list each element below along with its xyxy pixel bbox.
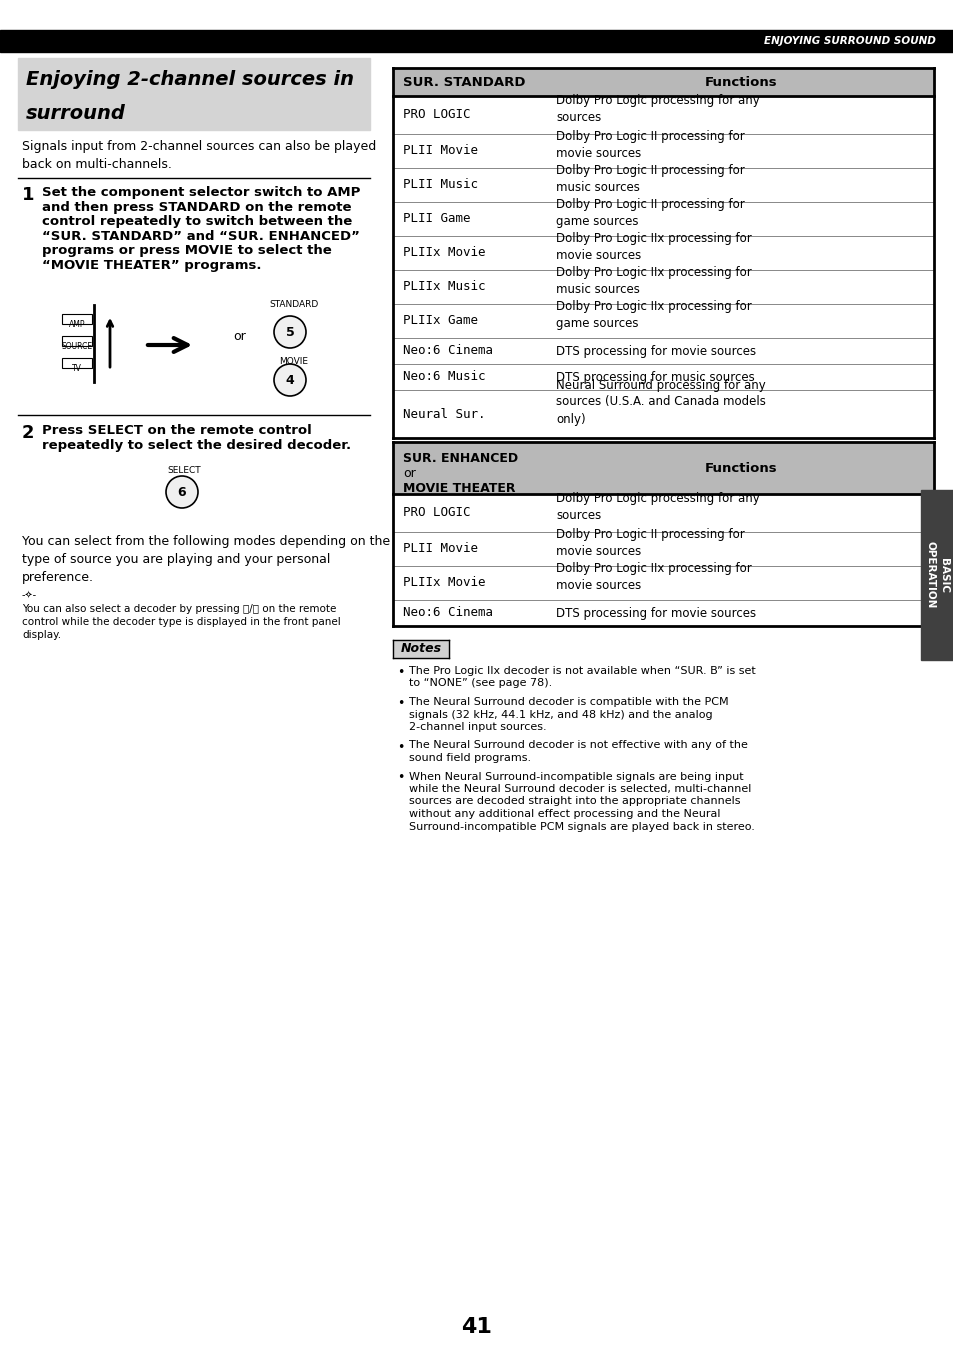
Bar: [920, 491, 953, 661]
Bar: [62, 359, 91, 368]
Text: Neo:6 Cinema: Neo:6 Cinema: [402, 607, 493, 620]
Text: without any additional effect processing and the Neural: without any additional effect processing…: [409, 809, 720, 820]
Text: 5: 5: [285, 326, 294, 340]
Text: Dolby Pro Logic IIx processing for
movie sources: Dolby Pro Logic IIx processing for movie…: [556, 232, 751, 262]
Text: Functions: Functions: [704, 461, 777, 474]
Text: control repeatedly to switch between the: control repeatedly to switch between the: [42, 214, 352, 228]
Text: MOVIE THEATER: MOVIE THEATER: [402, 483, 515, 495]
Text: PLII Music: PLII Music: [402, 178, 477, 191]
Text: PLIIx Movie: PLIIx Movie: [402, 247, 485, 260]
Text: PLIIx Music: PLIIx Music: [402, 280, 485, 294]
Text: BASIC
OPERATION: BASIC OPERATION: [924, 542, 948, 609]
Text: DTS processing for movie sources: DTS processing for movie sources: [556, 607, 756, 620]
Circle shape: [274, 315, 306, 348]
Text: MOVIE: MOVIE: [279, 357, 308, 367]
Text: Notes: Notes: [400, 643, 441, 655]
Text: signals (32 kHz, 44.1 kHz, and 48 kHz) and the analog: signals (32 kHz, 44.1 kHz, and 48 kHz) a…: [409, 709, 712, 720]
Text: SELECT: SELECT: [167, 466, 200, 474]
Text: PLII Movie: PLII Movie: [402, 542, 477, 555]
Text: SOURCE: SOURCE: [61, 342, 92, 350]
Text: Signals input from 2-channel sources can also be played
back on multi-channels.: Signals input from 2-channel sources can…: [22, 140, 375, 171]
Text: 41: 41: [461, 1317, 492, 1337]
Text: TV: TV: [72, 364, 82, 373]
Circle shape: [166, 476, 198, 508]
Text: 1: 1: [22, 186, 34, 204]
Text: sources are decoded straight into the appropriate channels: sources are decoded straight into the ap…: [409, 797, 740, 806]
Text: The Pro Logic IIx decoder is not available when “SUR. B” is set: The Pro Logic IIx decoder is not availab…: [409, 666, 755, 675]
Text: Neural Sur.: Neural Sur.: [402, 407, 485, 421]
Text: Dolby Pro Logic II processing for
music sources: Dolby Pro Logic II processing for music …: [556, 164, 744, 194]
Bar: [18, 58, 370, 129]
Text: 6: 6: [177, 487, 186, 500]
Text: while the Neural Surround decoder is selected, multi-channel: while the Neural Surround decoder is sel…: [409, 785, 751, 794]
Text: DTS processing for music sources: DTS processing for music sources: [556, 371, 754, 383]
Text: •: •: [396, 666, 404, 679]
Text: 2-channel input sources.: 2-channel input sources.: [409, 723, 546, 732]
Text: PLII Game: PLII Game: [402, 213, 470, 225]
Bar: [62, 336, 91, 346]
Text: PRO LOGIC: PRO LOGIC: [402, 108, 470, 121]
Circle shape: [274, 364, 306, 396]
Text: PLIIx Game: PLIIx Game: [402, 314, 477, 328]
Text: You can also select a decoder by pressing 〈/〉 on the remote
control while the de: You can also select a decoder by pressin…: [22, 604, 340, 640]
Text: sound field programs.: sound field programs.: [409, 754, 531, 763]
Text: Dolby Pro Logic processing for any
sources: Dolby Pro Logic processing for any sourc…: [556, 492, 759, 522]
Bar: [62, 314, 91, 324]
Text: •: •: [396, 697, 404, 710]
Text: surround: surround: [26, 104, 126, 123]
Text: Set the component selector switch to AMP: Set the component selector switch to AMP: [42, 186, 360, 200]
Text: Press SELECT on the remote control: Press SELECT on the remote control: [42, 425, 312, 437]
Text: SUR. STANDARD: SUR. STANDARD: [402, 75, 525, 89]
Text: to “NONE” (see page 78).: to “NONE” (see page 78).: [409, 678, 552, 689]
Text: You can select from the following modes depending on the
type of source you are : You can select from the following modes …: [22, 535, 390, 584]
Bar: [393, 442, 933, 493]
Text: “SUR. STANDARD” and “SUR. ENHANCED”: “SUR. STANDARD” and “SUR. ENHANCED”: [42, 229, 359, 243]
Text: Neural Surround processing for any
sources (U.S.A. and Canada models
only): Neural Surround processing for any sourc…: [556, 379, 765, 426]
Text: Dolby Pro Logic IIx processing for
game sources: Dolby Pro Logic IIx processing for game …: [556, 301, 751, 330]
Text: “MOVIE THEATER” programs.: “MOVIE THEATER” programs.: [42, 259, 261, 271]
Text: or: or: [233, 330, 246, 342]
Bar: [0, 30, 953, 53]
Text: -✧-: -✧-: [22, 590, 37, 601]
Text: ENJOYING SURROUND SOUND: ENJOYING SURROUND SOUND: [763, 36, 935, 46]
Text: and then press STANDARD on the remote: and then press STANDARD on the remote: [42, 201, 351, 213]
Bar: [393, 640, 449, 658]
Text: STANDARD: STANDARD: [269, 301, 318, 309]
Text: programs or press MOVIE to select the: programs or press MOVIE to select the: [42, 244, 332, 257]
Text: PLIIx Movie: PLIIx Movie: [402, 577, 485, 589]
Text: Dolby Pro Logic IIx processing for
movie sources: Dolby Pro Logic IIx processing for movie…: [556, 562, 751, 592]
Text: •: •: [396, 771, 404, 785]
Text: DTS processing for movie sources: DTS processing for movie sources: [556, 345, 756, 357]
Text: 2: 2: [22, 425, 34, 442]
Text: Surround-incompatible PCM signals are played back in stereo.: Surround-incompatible PCM signals are pl…: [409, 821, 754, 832]
Text: Functions: Functions: [704, 75, 777, 89]
Text: PRO LOGIC: PRO LOGIC: [402, 507, 470, 519]
Text: or: or: [402, 466, 416, 480]
Text: Neo:6 Music: Neo:6 Music: [402, 371, 485, 383]
Text: The Neural Surround decoder is not effective with any of the: The Neural Surround decoder is not effec…: [409, 740, 747, 751]
Text: The Neural Surround decoder is compatible with the PCM: The Neural Surround decoder is compatibl…: [409, 697, 728, 706]
Text: Neo:6 Cinema: Neo:6 Cinema: [402, 345, 493, 357]
Text: Enjoying 2-channel sources in: Enjoying 2-channel sources in: [26, 70, 354, 89]
Text: 4: 4: [285, 375, 294, 387]
Text: When Neural Surround-incompatible signals are being input: When Neural Surround-incompatible signal…: [409, 771, 742, 782]
Bar: [393, 67, 933, 96]
Text: Dolby Pro Logic II processing for
movie sources: Dolby Pro Logic II processing for movie …: [556, 129, 744, 160]
Text: SUR. ENHANCED: SUR. ENHANCED: [402, 452, 517, 465]
Text: Dolby Pro Logic processing for any
sources: Dolby Pro Logic processing for any sourc…: [556, 94, 759, 124]
Text: AMP: AMP: [69, 319, 85, 329]
Text: Dolby Pro Logic IIx processing for
music sources: Dolby Pro Logic IIx processing for music…: [556, 266, 751, 297]
Text: Dolby Pro Logic II processing for
movie sources: Dolby Pro Logic II processing for movie …: [556, 528, 744, 558]
Text: Dolby Pro Logic II processing for
game sources: Dolby Pro Logic II processing for game s…: [556, 198, 744, 228]
Text: PLII Movie: PLII Movie: [402, 144, 477, 158]
Text: repeatedly to select the desired decoder.: repeatedly to select the desired decoder…: [42, 438, 351, 452]
Text: •: •: [396, 740, 404, 754]
